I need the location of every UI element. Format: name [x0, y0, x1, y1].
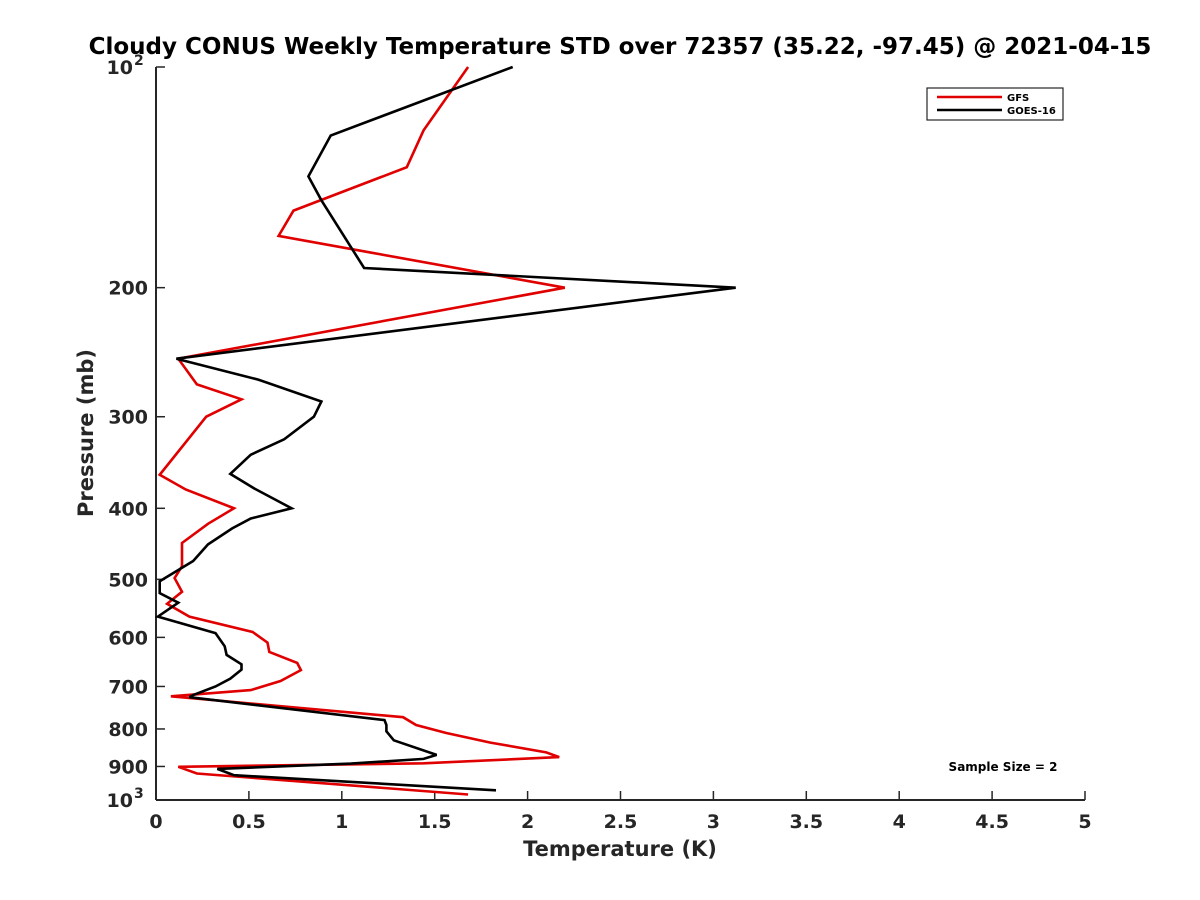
legend: GFS GOES-16 [926, 87, 1064, 121]
chart-title: Cloudy CONUS Weekly Temperature STD over… [89, 34, 1152, 60]
series-layer [154, 65, 736, 796]
y-tick-label: 10 [107, 57, 133, 79]
x-tick-label: 0.5 [232, 811, 266, 833]
y-tick-label: 400 [108, 498, 148, 520]
y-tick-label: 200 [108, 278, 148, 300]
y-tick-exponent: 2 [134, 53, 144, 69]
y-tick-label: 10 [107, 790, 133, 812]
y-tick-label: 600 [108, 627, 148, 649]
y-tick-label: 700 [108, 676, 148, 698]
x-tick-label: 1 [335, 811, 348, 833]
series-line-goes-16 [154, 65, 736, 792]
y-axis-label: Pressure (mb) [74, 349, 98, 517]
x-tick-label: 4.5 [975, 811, 1009, 833]
series-line-gfs [157, 66, 566, 796]
x-tick-label: 2 [521, 811, 534, 833]
y-tick-label: 900 [108, 756, 148, 778]
y-tick-label: 500 [108, 569, 148, 591]
x-tick-label: 3 [707, 811, 720, 833]
y-tick-label: 300 [108, 407, 148, 429]
x-tick-label: 4 [893, 811, 906, 833]
x-axis-label: Temperature (K) [523, 837, 717, 861]
legend-label-gfs: GFS [1007, 93, 1029, 104]
x-tick-label: 5 [1078, 811, 1091, 833]
legend-box [926, 87, 1064, 121]
legend-label-goes16: GOES-16 [1007, 106, 1056, 117]
y-tick-exponent: 3 [134, 786, 144, 802]
y-tick-label: 800 [108, 719, 148, 741]
sample-size-annotation: Sample Size = 2 [949, 760, 1058, 774]
x-tick-label: 1.5 [418, 811, 452, 833]
plot-frame [155, 67, 1085, 801]
x-tick-label: 0 [149, 811, 162, 833]
x-tick-label: 3.5 [789, 811, 823, 833]
x-tick-label: 2.5 [604, 811, 638, 833]
x-axis-ticks: 0 0.5 1 1.5 2 2.5 3 3.5 4 4.5 5 [149, 791, 1092, 833]
